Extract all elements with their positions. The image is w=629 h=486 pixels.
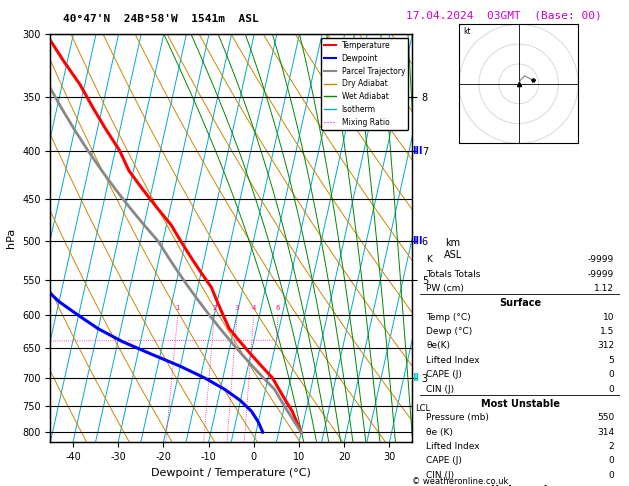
Text: 0: 0	[608, 456, 614, 466]
Text: PW (cm): PW (cm)	[426, 284, 464, 293]
Text: 0: 0	[608, 370, 614, 379]
X-axis label: Dewpoint / Temperature (°C): Dewpoint / Temperature (°C)	[151, 468, 311, 478]
Text: 6: 6	[276, 305, 281, 312]
Text: lll: lll	[412, 236, 423, 246]
Y-axis label: km
ASL: km ASL	[444, 238, 462, 260]
Y-axis label: hPa: hPa	[6, 228, 16, 248]
Text: © weatheronline.co.uk: © weatheronline.co.uk	[412, 477, 508, 486]
Text: 40°47'N  24B°58'W  1541m  ASL: 40°47'N 24B°58'W 1541m ASL	[63, 14, 259, 24]
Text: 312: 312	[597, 341, 614, 350]
Text: CIN (J): CIN (J)	[426, 384, 454, 394]
Text: LCL: LCL	[416, 404, 431, 413]
Text: Most Unstable: Most Unstable	[481, 399, 560, 409]
Text: θe (K): θe (K)	[426, 428, 453, 436]
Text: 0: 0	[608, 471, 614, 480]
Legend: Temperature, Dewpoint, Parcel Trajectory, Dry Adiabat, Wet Adiabat, Isotherm, Mi: Temperature, Dewpoint, Parcel Trajectory…	[321, 38, 408, 130]
Text: 10: 10	[603, 312, 614, 322]
Text: 550: 550	[597, 413, 614, 422]
Text: Lifted Index: Lifted Index	[426, 356, 480, 365]
Text: Totals Totals: Totals Totals	[426, 270, 481, 278]
Text: -9999: -9999	[588, 255, 614, 264]
Text: 5: 5	[608, 356, 614, 365]
Text: -9999: -9999	[588, 270, 614, 278]
Text: CAPE (J): CAPE (J)	[426, 370, 462, 379]
Text: 1: 1	[175, 305, 180, 312]
Text: kt: kt	[463, 27, 470, 36]
Text: 3: 3	[235, 305, 239, 312]
Text: K: K	[426, 255, 432, 264]
Text: Pressure (mb): Pressure (mb)	[426, 413, 489, 422]
Text: θe(K): θe(K)	[426, 341, 450, 350]
Text: CIN (J): CIN (J)	[426, 471, 454, 480]
Text: ll: ll	[412, 373, 419, 383]
Text: lll: lll	[412, 146, 423, 156]
Text: 1.12: 1.12	[594, 284, 614, 293]
Text: 2: 2	[212, 305, 216, 312]
Text: 2: 2	[609, 442, 614, 451]
Text: Surface: Surface	[499, 298, 541, 308]
Text: Hodograph: Hodograph	[490, 485, 550, 486]
Text: Dewp (°C): Dewp (°C)	[426, 327, 472, 336]
Text: 1.5: 1.5	[600, 327, 614, 336]
Text: 17.04.2024  03GMT  (Base: 00): 17.04.2024 03GMT (Base: 00)	[406, 11, 601, 20]
Text: CAPE (J): CAPE (J)	[426, 456, 462, 466]
Text: 314: 314	[597, 428, 614, 436]
Text: Temp (°C): Temp (°C)	[426, 312, 470, 322]
Text: 0: 0	[608, 384, 614, 394]
Text: 4: 4	[252, 305, 256, 312]
Text: Lifted Index: Lifted Index	[426, 442, 480, 451]
